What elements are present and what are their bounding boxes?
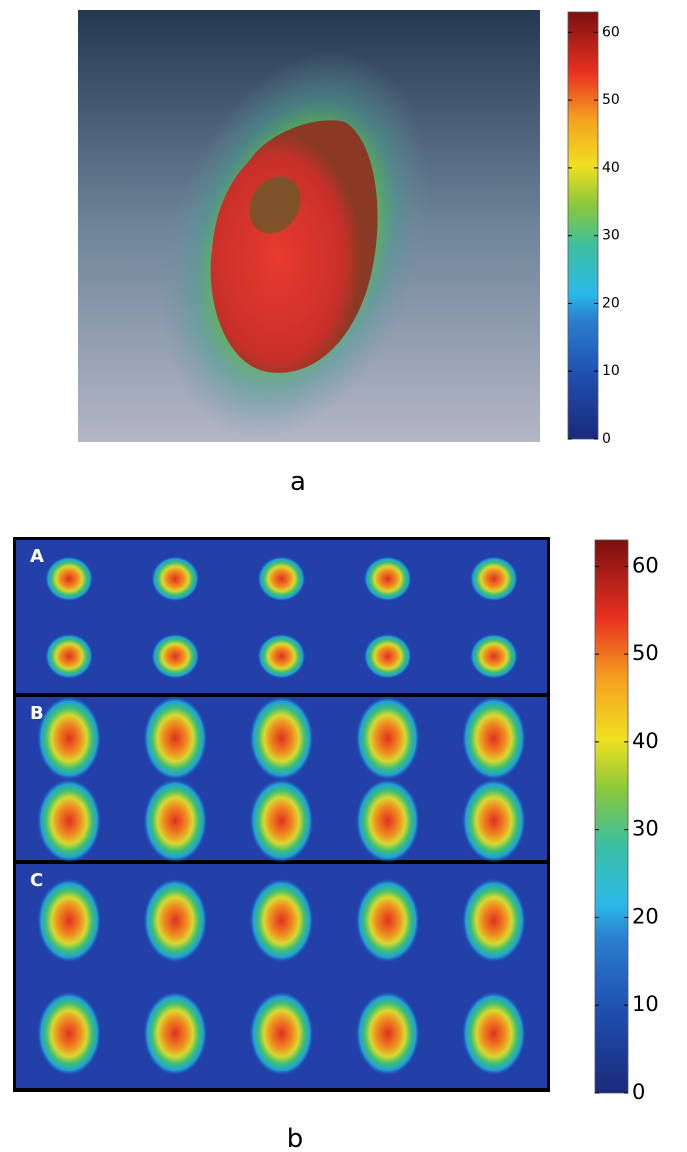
tick-label: 10 <box>632 992 659 1016</box>
slice-image <box>250 879 314 963</box>
group-label: B <box>30 703 44 724</box>
slice-image <box>45 556 93 601</box>
slice-image <box>462 992 526 1076</box>
group-label: C <box>30 870 43 891</box>
slice-image <box>462 879 526 963</box>
slice-image <box>37 992 101 1076</box>
tick-label: 20 <box>602 295 620 311</box>
slice-image <box>37 779 101 863</box>
tick-label: 30 <box>632 817 659 841</box>
slice-image <box>151 556 199 601</box>
slice-image <box>258 556 306 601</box>
figure: a b A B C 0 10 20 30 40 50 60 0 10 20 30 40 50 60 <box>0 0 687 1152</box>
slice-image <box>356 779 420 863</box>
slice-image <box>356 992 420 1076</box>
tick-label: 40 <box>632 729 659 753</box>
slice-image <box>143 779 207 863</box>
tick-label: 60 <box>632 553 659 577</box>
tick-label: 50 <box>632 641 659 665</box>
tick-label: 0 <box>602 431 611 447</box>
slice-image <box>470 556 518 601</box>
tick-label: 20 <box>632 904 659 928</box>
colorbar <box>568 12 598 439</box>
slice-image <box>151 634 199 679</box>
slice-image <box>250 779 314 863</box>
slice-image <box>143 879 207 963</box>
slice-image <box>250 992 314 1076</box>
tick-label: 10 <box>602 363 620 379</box>
tick-label: 30 <box>602 228 620 244</box>
slice-image <box>37 696 101 780</box>
page: abABC01020304050600102030405060 (() => {… <box>0 0 687 1152</box>
tick-label: 0 <box>632 1080 645 1104</box>
tick-label: 60 <box>602 24 620 40</box>
slice-image <box>250 696 314 780</box>
group-label: A <box>30 546 44 567</box>
slice-image <box>143 992 207 1076</box>
slice-image <box>45 634 93 679</box>
slice-image <box>462 696 526 780</box>
slice-image <box>356 696 420 780</box>
panel-label: a <box>290 467 306 497</box>
colorbar <box>595 540 628 1093</box>
slice-image <box>356 879 420 963</box>
slice-image <box>470 634 518 679</box>
slice-image <box>364 556 412 601</box>
slice-image <box>258 634 306 679</box>
tick-label: 40 <box>602 160 620 176</box>
slice-image <box>143 696 207 780</box>
slice-image <box>37 879 101 963</box>
tick-label: 50 <box>602 92 620 108</box>
slice-image <box>364 634 412 679</box>
slice-image <box>462 779 526 863</box>
panel-label: b <box>287 1124 304 1152</box>
